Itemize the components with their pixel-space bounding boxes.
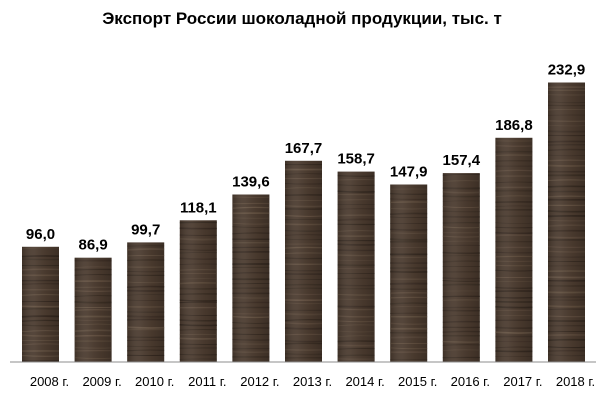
- data-label: 157,4: [443, 152, 481, 169]
- bar-6: [284, 160, 323, 362]
- x-tick-label: 2008 г.: [30, 374, 69, 389]
- bar-1: [21, 246, 60, 362]
- bar-shading: [442, 173, 480, 362]
- bar-shading: [22, 246, 59, 362]
- bar-7: [337, 171, 375, 362]
- x-tick-label: 2009 г.: [82, 374, 121, 389]
- x-tick-label: 2017 г.: [503, 374, 542, 389]
- data-label: 158,7: [337, 151, 375, 168]
- x-tick-label: 2014 г.: [345, 374, 384, 389]
- data-label: 99,7: [131, 221, 160, 238]
- data-label: 232,9: [548, 62, 586, 79]
- bars-group: [21, 82, 586, 362]
- bar-shading: [495, 137, 533, 362]
- bar-4: [179, 220, 217, 362]
- bar-shading: [179, 220, 217, 362]
- data-labels-group: 96,0 86,9 99,7 118,1 139,6 167,7 158,7 147,9 157…: [26, 62, 585, 254]
- bar-11: [547, 82, 586, 362]
- bar-3: [127, 242, 165, 362]
- x-tick-label: 2015 г.: [398, 374, 437, 389]
- data-label: 186,8: [495, 117, 533, 134]
- x-tick-label: 2012 г.: [240, 374, 279, 389]
- bar-10: [495, 137, 533, 362]
- data-label: 147,9: [390, 164, 428, 181]
- bar-2: [74, 257, 112, 362]
- bar-shading: [232, 194, 270, 362]
- chart-title: Экспорт России шоколадной продукции, тыс…: [102, 9, 502, 28]
- x-tick-label: 2013 г.: [293, 374, 332, 389]
- bar-shading: [285, 160, 322, 362]
- x-tick-label: 2018 г.: [556, 374, 595, 389]
- bar-shading: [548, 82, 585, 362]
- data-label: 86,9: [78, 237, 107, 254]
- bar-5: [232, 194, 270, 362]
- data-label: 96,0: [26, 226, 55, 243]
- bar-9: [442, 173, 480, 362]
- bar-shading: [390, 184, 428, 362]
- data-label: 167,7: [285, 140, 323, 157]
- bar-8: [390, 184, 428, 362]
- x-tick-label: 2011 г.: [188, 374, 226, 389]
- bar-shading: [74, 257, 112, 362]
- x-tick-label: 2016 г.: [451, 374, 490, 389]
- bar-shading: [127, 242, 165, 362]
- x-tick-labels-group: 2008 г. 2009 г. 2010 г. 2011 г. 2012 г. 2013 …: [30, 374, 595, 389]
- data-label: 118,1: [180, 199, 217, 216]
- x-tick-label: 2010 г.: [135, 374, 174, 389]
- data-label: 139,6: [232, 174, 270, 191]
- bar-shading: [337, 171, 375, 362]
